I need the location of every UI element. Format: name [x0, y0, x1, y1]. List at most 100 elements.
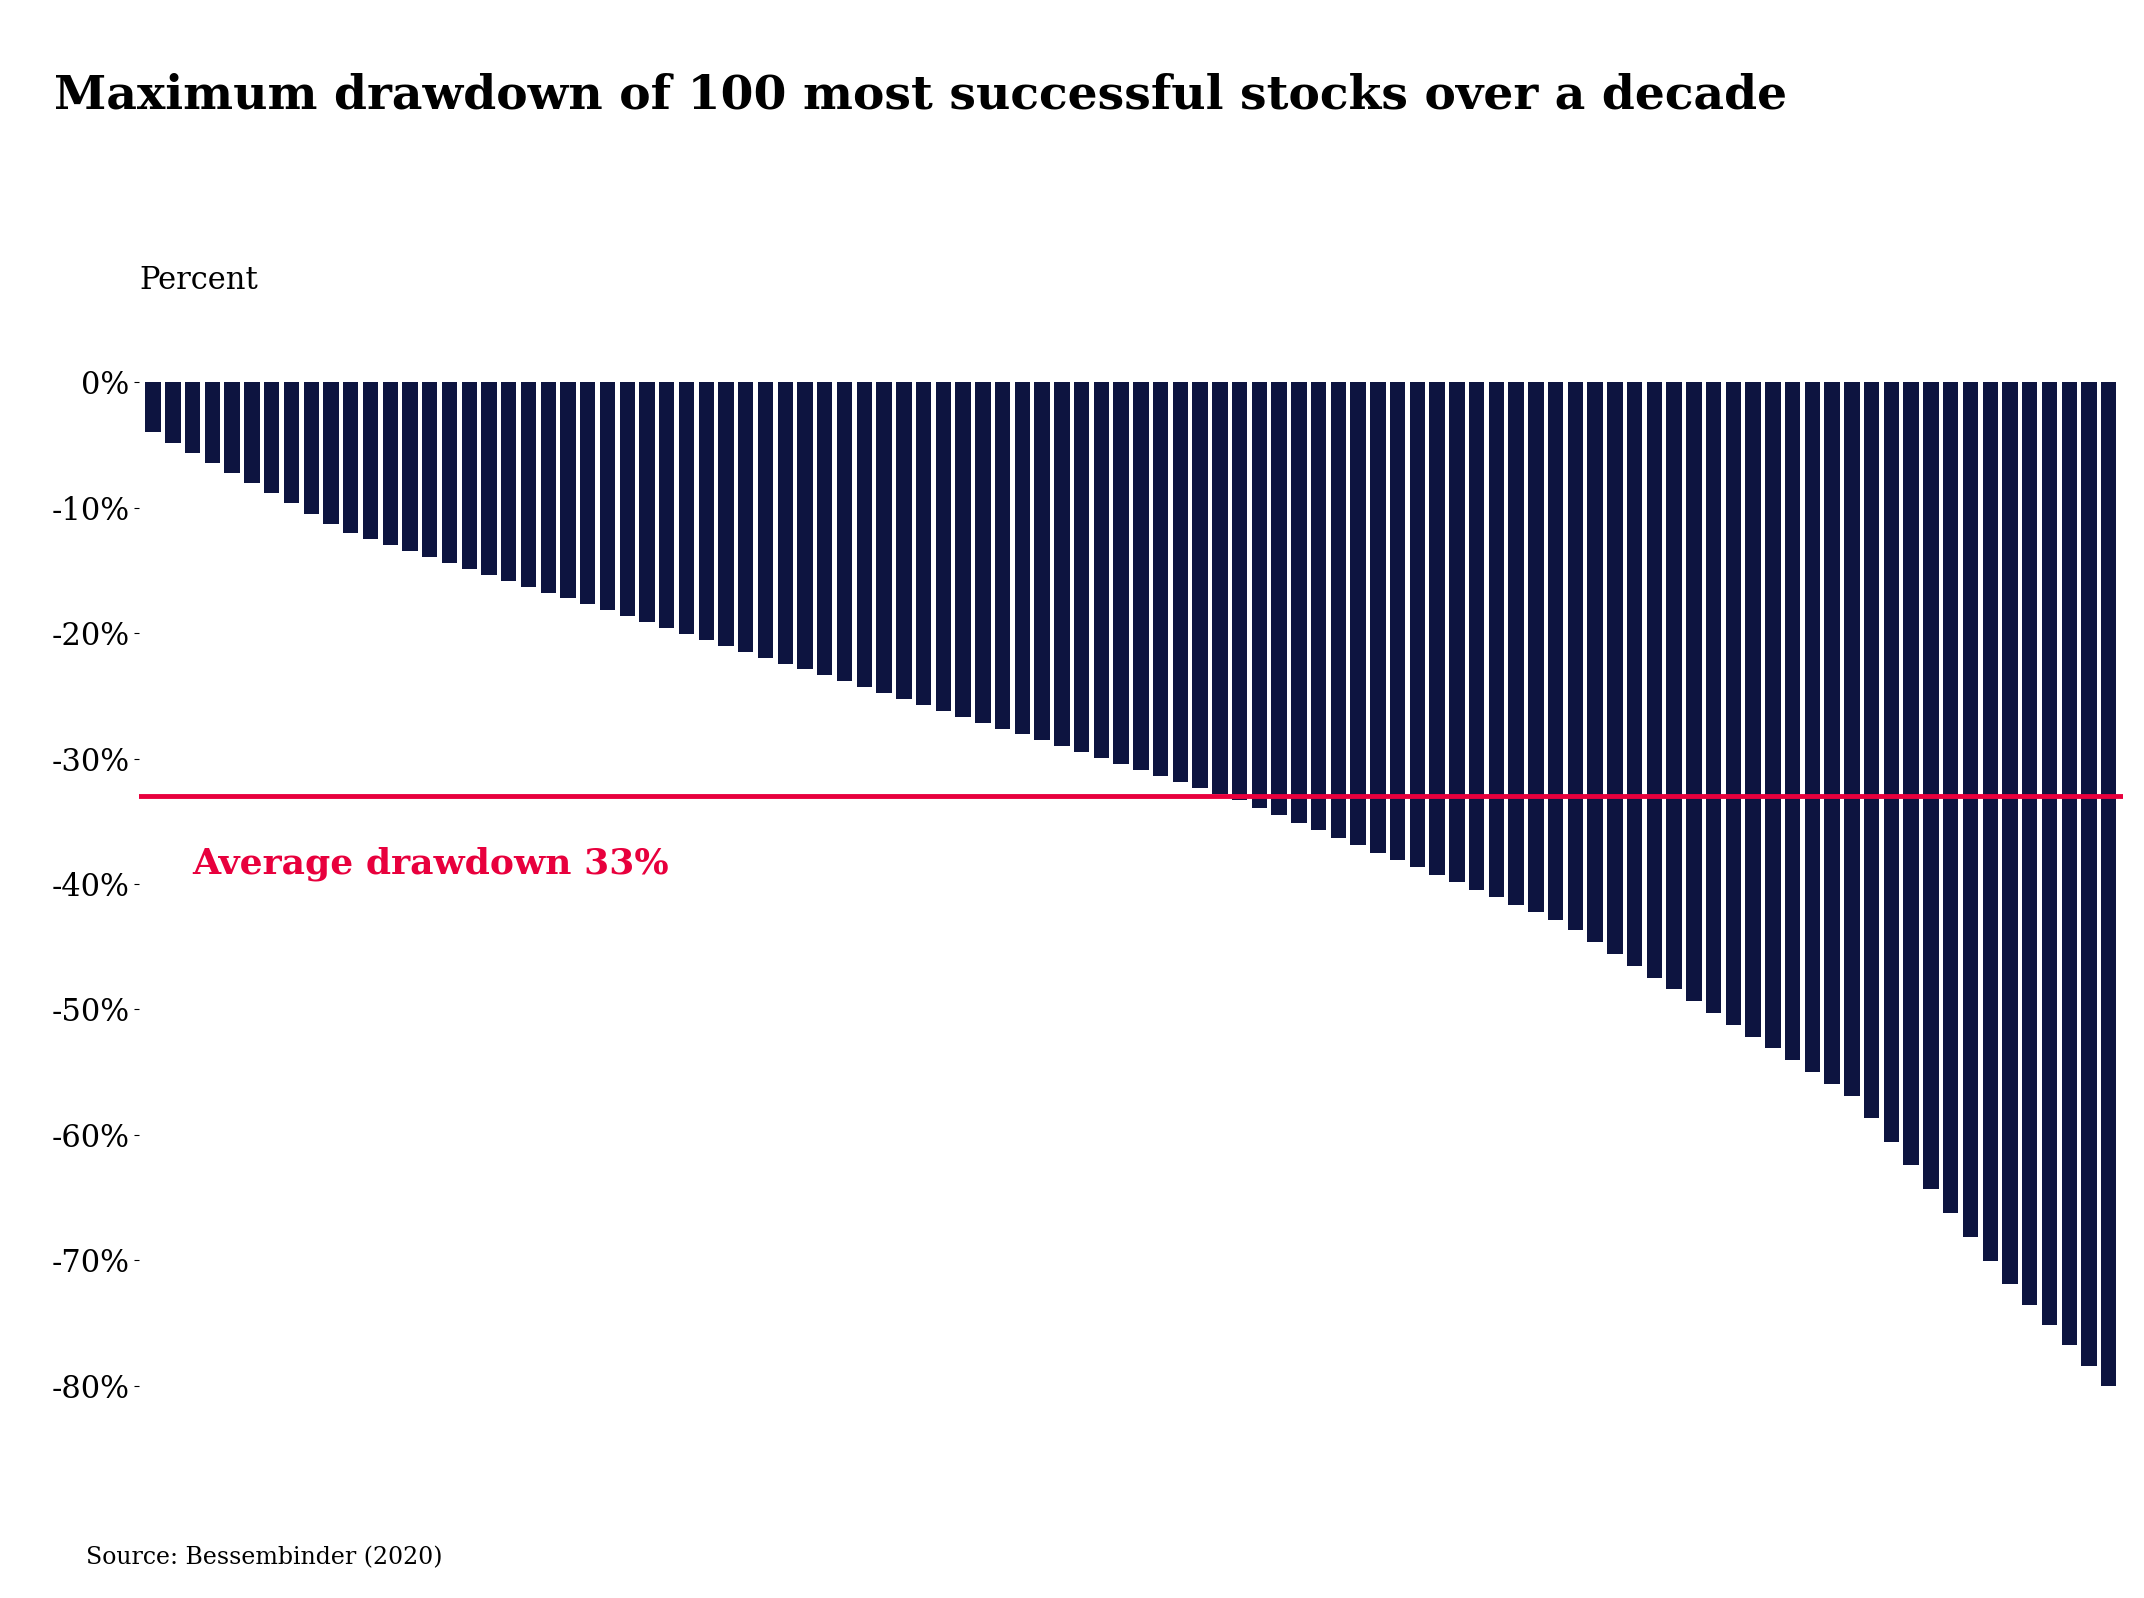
Bar [1707, 382, 1722, 1013]
Bar [225, 382, 240, 473]
Bar [324, 382, 339, 524]
Bar [718, 382, 733, 646]
Bar [1666, 382, 1681, 989]
Bar [639, 382, 654, 622]
Bar [1844, 382, 1859, 1096]
Bar [1745, 382, 1760, 1037]
Bar [1351, 382, 1366, 845]
Bar [1923, 382, 1938, 1189]
Bar [2022, 382, 2037, 1304]
Bar [620, 382, 635, 617]
Bar [1488, 382, 1505, 896]
Bar [1014, 382, 1029, 735]
Bar [283, 382, 300, 503]
Bar [184, 382, 199, 452]
Bar [1310, 382, 1327, 831]
Bar [935, 382, 952, 711]
Bar [1765, 382, 1782, 1048]
Bar [817, 382, 832, 676]
Bar [1469, 382, 1484, 890]
Bar [1033, 382, 1051, 740]
Bar [521, 382, 536, 586]
Bar [403, 382, 418, 551]
Bar [1211, 382, 1229, 794]
Bar [896, 382, 911, 698]
Bar [956, 382, 971, 718]
Bar [2002, 382, 2018, 1285]
Bar [699, 382, 714, 639]
Bar [1271, 382, 1286, 815]
Bar [1331, 382, 1346, 837]
Bar [1055, 382, 1070, 746]
Bar [1885, 382, 1900, 1141]
Bar [1942, 382, 1957, 1213]
Bar [1173, 382, 1188, 781]
Bar [1548, 382, 1563, 919]
Bar [1449, 382, 1464, 882]
Bar [480, 382, 497, 575]
Bar [1153, 382, 1168, 777]
Bar [165, 382, 180, 443]
Bar [502, 382, 517, 580]
Bar [2082, 382, 2097, 1366]
Bar [995, 382, 1010, 729]
Bar [1291, 382, 1306, 823]
Text: Average drawdown 33%: Average drawdown 33% [193, 847, 669, 880]
Bar [858, 382, 873, 687]
Bar [382, 382, 399, 545]
Text: Maximum drawdown of 100 most successful stocks over a decade: Maximum drawdown of 100 most successful … [54, 74, 1786, 118]
Bar [1608, 382, 1623, 954]
Bar [1192, 382, 1207, 788]
Bar [798, 382, 813, 670]
Bar [1134, 382, 1149, 770]
Text: Percent: Percent [139, 265, 257, 296]
Bar [976, 382, 991, 722]
Bar [442, 382, 457, 562]
Bar [1685, 382, 1702, 1002]
Bar [1074, 382, 1089, 753]
Bar [1409, 382, 1426, 868]
Bar [1389, 382, 1404, 860]
Bar [1509, 382, 1524, 904]
Bar [1863, 382, 1880, 1119]
Bar [1805, 382, 1820, 1072]
Bar [1370, 382, 1385, 852]
Bar [2101, 382, 2116, 1385]
Bar [540, 382, 555, 593]
Bar [757, 382, 774, 658]
Bar [560, 382, 577, 599]
Bar [304, 382, 319, 513]
Bar [1233, 382, 1248, 801]
Bar [1627, 382, 1642, 965]
Bar [915, 382, 930, 705]
Bar [146, 382, 161, 433]
Bar [244, 382, 259, 483]
Bar [1093, 382, 1108, 757]
Bar [581, 382, 596, 604]
Bar [264, 382, 279, 494]
Bar [877, 382, 892, 694]
Bar [1113, 382, 1128, 764]
Bar [461, 382, 476, 569]
Bar [738, 382, 753, 652]
Bar [600, 382, 615, 610]
Bar [778, 382, 793, 663]
Bar [836, 382, 853, 681]
Bar [1726, 382, 1741, 1024]
Bar [2041, 382, 2058, 1325]
Text: Source: Bessembinder (2020): Source: Bessembinder (2020) [86, 1547, 442, 1569]
Bar [2063, 382, 2078, 1346]
Bar [1647, 382, 1662, 978]
Bar [1825, 382, 1840, 1083]
Bar [1252, 382, 1267, 809]
Bar [1786, 382, 1801, 1061]
Bar [1430, 382, 1445, 874]
Bar [1587, 382, 1604, 943]
Bar [1529, 382, 1544, 912]
Bar [1983, 382, 1998, 1261]
Bar [343, 382, 358, 534]
Bar [680, 382, 695, 634]
Bar [204, 382, 221, 463]
Bar [1904, 382, 1919, 1165]
Bar [1567, 382, 1582, 930]
